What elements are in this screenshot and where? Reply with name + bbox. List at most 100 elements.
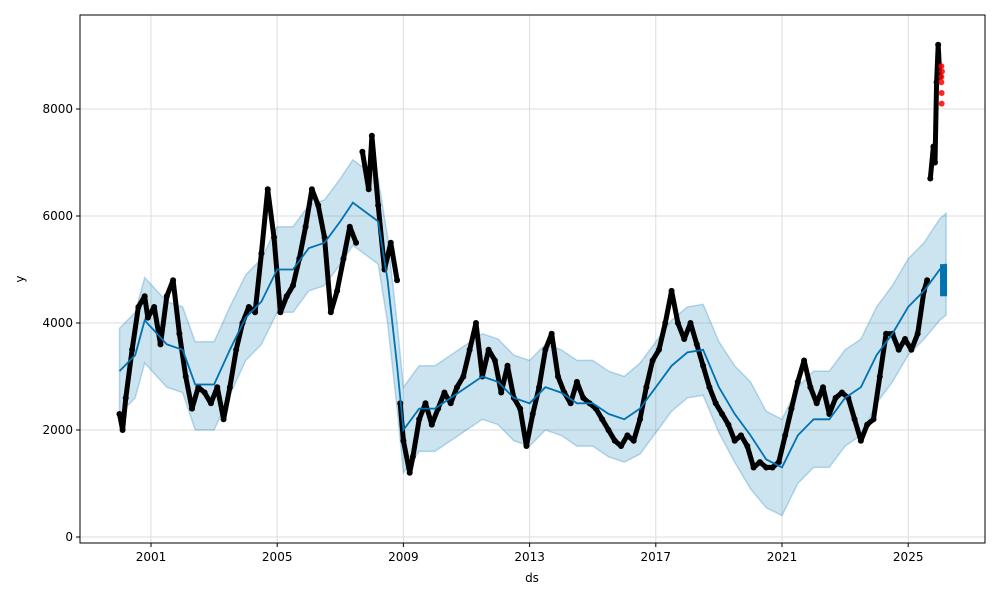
actual-point [460, 373, 467, 380]
y-axis-label: y [13, 275, 27, 282]
actual-point [353, 239, 360, 246]
actual-point [801, 357, 808, 364]
actual-point [876, 373, 883, 380]
x-tick-label: 2025 [893, 550, 924, 564]
highlighted-point [938, 73, 945, 80]
x-tick-label: 2001 [136, 550, 167, 564]
actual-point [618, 443, 625, 450]
actual-point [930, 143, 937, 150]
actual-point [517, 405, 524, 412]
actual-point [611, 437, 618, 444]
actual-point [258, 250, 265, 257]
actual-point [498, 389, 505, 396]
actual-point [409, 453, 416, 460]
actual-point [794, 378, 801, 385]
actual-point [151, 303, 158, 310]
actual-point [368, 132, 375, 139]
actual-point [857, 437, 864, 444]
actual-point [321, 234, 328, 241]
actual-point [163, 293, 170, 300]
x-tick-label: 2017 [641, 550, 672, 564]
actual-point [170, 277, 177, 284]
actual-point [116, 410, 123, 417]
actual-point [924, 277, 931, 284]
actual-point [756, 459, 763, 466]
actual-point [308, 186, 315, 193]
actual-point [933, 79, 940, 86]
actual-point [466, 346, 473, 353]
actual-point [700, 362, 707, 369]
actual-point [750, 464, 757, 471]
actual-point [870, 416, 877, 423]
y-tick-label: 8000 [42, 102, 73, 116]
actual-point [214, 384, 221, 391]
actual-point [277, 309, 284, 316]
actual-point [914, 330, 921, 337]
actual-point [245, 303, 252, 310]
actual-point [643, 384, 650, 391]
actual-point [883, 330, 890, 337]
actual-point [864, 421, 871, 428]
actual-point [637, 416, 644, 423]
actual-point [441, 389, 448, 396]
highlighted-points [938, 63, 945, 107]
x-tick-label: 2005 [262, 550, 293, 564]
actual-point [207, 400, 214, 407]
actual-point [271, 234, 278, 241]
actual-point [826, 410, 833, 417]
actual-point [807, 384, 814, 391]
actual-point [731, 437, 738, 444]
highlighted-point [938, 68, 945, 75]
actual-point [542, 346, 549, 353]
actual-point [387, 239, 394, 246]
actual-point [523, 443, 530, 450]
actual-point [693, 341, 700, 348]
actual-point [838, 389, 845, 396]
actual-point [820, 384, 827, 391]
actual-point [129, 346, 136, 353]
actual-point [529, 410, 536, 417]
actual-point [289, 282, 296, 289]
actual-point [315, 202, 322, 209]
highlighted-point [938, 63, 945, 70]
actual-point [201, 389, 208, 396]
actual-point [157, 341, 164, 348]
actual-point [580, 394, 587, 401]
actual-point [428, 421, 435, 428]
actual-point [375, 202, 382, 209]
actual-point [548, 330, 555, 337]
actual-point [122, 394, 129, 401]
actual-point [813, 400, 820, 407]
actual-point [719, 410, 726, 417]
actual-point [605, 427, 612, 433]
actual-point [400, 437, 407, 444]
actual-point [406, 469, 413, 476]
actual-point [567, 400, 574, 407]
actual-point [119, 427, 126, 433]
actual-point [788, 405, 795, 412]
highlighted-point [938, 89, 945, 96]
actual-point [706, 384, 713, 391]
actual-point [454, 384, 461, 391]
actual-point [662, 320, 669, 326]
actual-points [116, 41, 943, 476]
actual-point [927, 175, 934, 182]
actual-point [908, 346, 915, 353]
actual-point [176, 330, 183, 337]
actual-point [769, 464, 776, 471]
actual-point [485, 346, 492, 353]
actual-point [649, 357, 656, 364]
actual-point [630, 437, 637, 444]
actual-point [220, 416, 227, 423]
actual-point [141, 293, 148, 300]
actual-point [902, 336, 909, 343]
actual-point [832, 394, 839, 401]
actual-point [851, 416, 858, 423]
forecast-line-group [118, 201, 948, 469]
actual-point [536, 384, 543, 391]
actual-point [725, 421, 732, 428]
actual-point [763, 464, 770, 471]
actual-point [932, 159, 939, 166]
actual-point [624, 432, 631, 439]
